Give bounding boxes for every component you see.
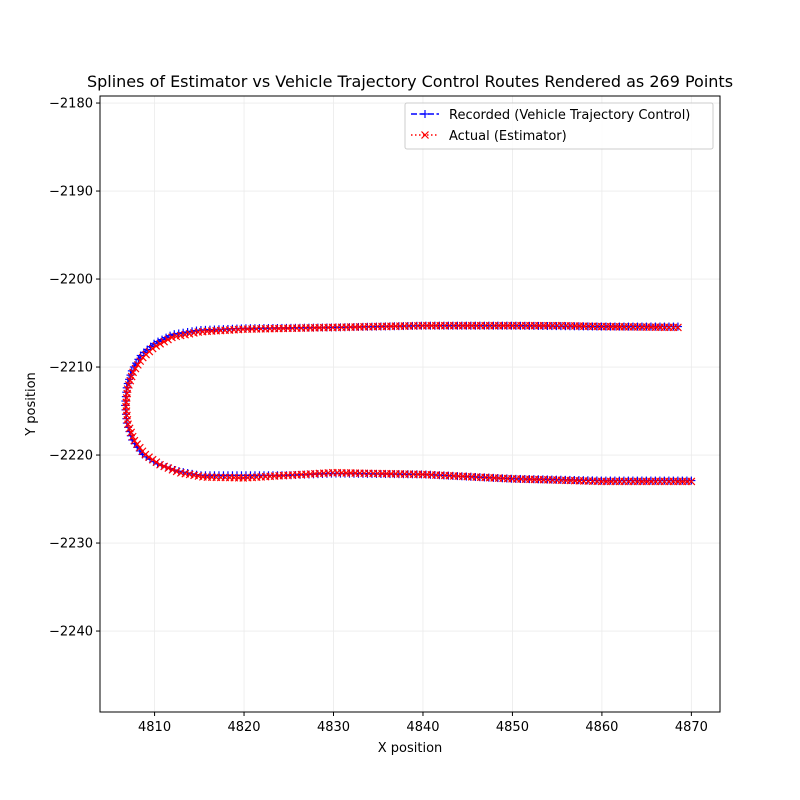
x-tick-label: 4850: [496, 720, 529, 735]
data-point: [164, 464, 173, 473]
data-point: [131, 364, 140, 373]
data-point: [133, 360, 142, 369]
data-point: [168, 333, 176, 342]
data-point: [145, 453, 153, 462]
data-point: [141, 450, 150, 459]
y-tick-label: −2210: [49, 361, 93, 376]
data-point: [160, 337, 168, 346]
chart-title: Splines of Estimator vs Vehicle Trajecto…: [87, 72, 733, 91]
legend-marker: [421, 110, 429, 118]
data-point: [172, 467, 181, 476]
x-tick-label: 4860: [585, 720, 618, 735]
data-point: [156, 460, 164, 469]
plot-frame: [99, 95, 721, 713]
data-point: [127, 428, 136, 437]
data-point: [164, 335, 172, 344]
legend-label-actual: Actual (Estimator): [449, 129, 567, 144]
y-tick-label: −2240: [49, 625, 93, 640]
y-tick-label: −2190: [49, 185, 93, 200]
data-point: [168, 465, 177, 474]
data-point: [128, 432, 137, 441]
data-point: [127, 372, 136, 381]
y-axis-label: Y position: [24, 372, 39, 437]
y-axis: −2180 −2190 −2200 −2210 −2220 −2230 −2240: [49, 97, 100, 640]
y-tick-label: −2230: [49, 537, 93, 552]
data-point: [687, 476, 696, 485]
y-tick-label: −2200: [49, 273, 93, 288]
data-point: [125, 424, 134, 433]
series-layer: [121, 321, 696, 486]
x-tick-label: 4820: [227, 720, 260, 735]
legend-box: [404, 102, 714, 150]
legend-marker: [421, 131, 429, 139]
legend-label-recorded: Recorded (Vehicle Trajectory Control): [449, 108, 690, 123]
data-point: [129, 368, 138, 377]
data-point: [136, 357, 145, 366]
legend: Recorded (Vehicle Trajectory Control) Ac…: [404, 102, 714, 150]
x-tick-label: 4830: [317, 720, 350, 735]
data-point: [156, 339, 165, 348]
x-tick-label: 4870: [675, 720, 708, 735]
x-tick-label: 4840: [406, 720, 439, 735]
y-tick-label: −2220: [49, 449, 93, 464]
data-point: [152, 341, 161, 350]
data-point: [138, 353, 147, 362]
data-point: [148, 455, 157, 464]
series-line: [125, 324, 692, 483]
y-tick-label: −2180: [49, 97, 93, 112]
x-axis-label: X position: [378, 741, 443, 756]
data-point: [152, 458, 161, 467]
data-point: [687, 477, 696, 486]
grid: [100, 96, 720, 712]
x-axis: 4810 4820 4830 4840 4850 4860 4870: [138, 712, 708, 735]
data-point: [124, 420, 132, 429]
data-point: [126, 376, 135, 385]
data-point: [160, 462, 169, 471]
x-tick-label: 4810: [138, 720, 171, 735]
series-actual: [122, 321, 696, 486]
